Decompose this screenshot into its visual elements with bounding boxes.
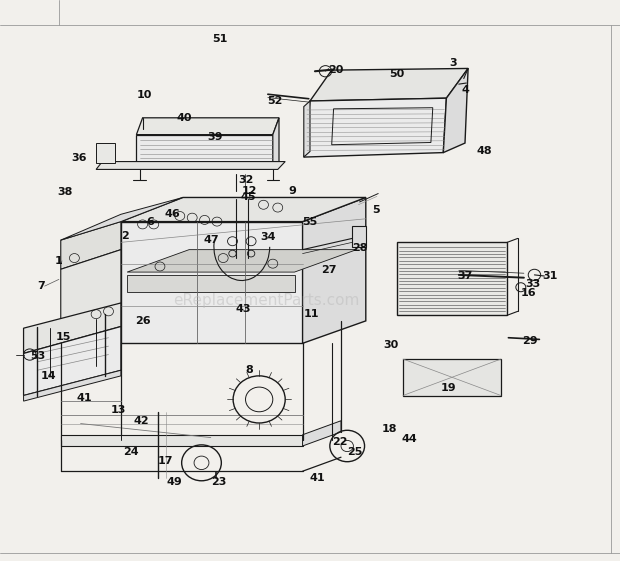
- Polygon shape: [273, 118, 279, 168]
- Polygon shape: [303, 421, 341, 446]
- Polygon shape: [303, 197, 366, 343]
- Text: 8: 8: [245, 365, 253, 375]
- Text: 41: 41: [310, 473, 326, 483]
- Polygon shape: [61, 222, 121, 269]
- Polygon shape: [443, 68, 468, 153]
- Polygon shape: [24, 327, 121, 396]
- Polygon shape: [304, 98, 446, 157]
- Text: eReplacementParts.com: eReplacementParts.com: [174, 293, 360, 307]
- Polygon shape: [310, 68, 468, 101]
- Text: 24: 24: [123, 447, 138, 457]
- Text: 26: 26: [135, 316, 151, 326]
- Polygon shape: [352, 226, 366, 247]
- Text: 42: 42: [133, 416, 149, 426]
- Text: 33: 33: [526, 279, 541, 289]
- Polygon shape: [61, 435, 303, 446]
- Text: 19: 19: [440, 383, 456, 393]
- Text: 7: 7: [37, 281, 45, 291]
- Text: 52: 52: [267, 96, 282, 106]
- Text: 31: 31: [542, 271, 558, 281]
- Text: 39: 39: [208, 132, 223, 142]
- Text: 29: 29: [522, 335, 538, 346]
- Polygon shape: [397, 242, 507, 315]
- Text: 11: 11: [304, 309, 319, 319]
- Text: 28: 28: [352, 243, 368, 253]
- Text: 16: 16: [521, 288, 536, 298]
- Text: 40: 40: [177, 113, 192, 123]
- Text: 36: 36: [71, 153, 87, 163]
- Text: 48: 48: [476, 146, 492, 157]
- Text: 51: 51: [212, 34, 228, 44]
- Text: 34: 34: [260, 232, 276, 242]
- Polygon shape: [96, 162, 285, 169]
- Text: 49: 49: [166, 477, 182, 488]
- Text: 12: 12: [242, 186, 257, 196]
- Text: 4: 4: [462, 85, 470, 95]
- Text: 46: 46: [164, 209, 180, 219]
- Text: 37: 37: [458, 271, 473, 281]
- Text: 53: 53: [30, 351, 45, 361]
- Polygon shape: [24, 303, 121, 353]
- Polygon shape: [127, 250, 356, 272]
- Polygon shape: [61, 197, 183, 240]
- Text: 55: 55: [303, 217, 318, 227]
- Polygon shape: [127, 275, 294, 292]
- Text: 3: 3: [450, 58, 457, 68]
- Polygon shape: [61, 250, 121, 343]
- Text: 47: 47: [203, 235, 219, 245]
- Polygon shape: [24, 370, 121, 401]
- Text: 30: 30: [383, 340, 399, 350]
- Text: 43: 43: [236, 304, 251, 314]
- Text: 25: 25: [347, 447, 363, 457]
- Text: 18: 18: [381, 424, 397, 434]
- Text: 41: 41: [76, 393, 92, 403]
- Polygon shape: [136, 118, 279, 135]
- Polygon shape: [136, 135, 273, 168]
- Text: 15: 15: [56, 332, 71, 342]
- Text: 13: 13: [110, 404, 126, 415]
- Polygon shape: [121, 222, 303, 343]
- Text: 9: 9: [288, 186, 296, 196]
- Text: 14: 14: [40, 371, 56, 381]
- Text: 22: 22: [332, 437, 347, 447]
- Text: 20: 20: [329, 65, 344, 75]
- Text: 1: 1: [55, 256, 62, 266]
- Text: 10: 10: [136, 90, 152, 100]
- Text: 5: 5: [372, 205, 379, 215]
- Text: 44: 44: [402, 434, 417, 444]
- Text: 50: 50: [389, 69, 405, 79]
- Text: 38: 38: [58, 187, 73, 197]
- Polygon shape: [304, 101, 310, 157]
- Polygon shape: [403, 359, 501, 396]
- Polygon shape: [96, 143, 115, 163]
- Text: 17: 17: [158, 456, 174, 466]
- Text: 27: 27: [321, 265, 337, 275]
- Text: 32: 32: [239, 174, 254, 185]
- Text: 6: 6: [146, 217, 154, 227]
- Text: 2: 2: [121, 231, 129, 241]
- Text: 23: 23: [211, 477, 226, 488]
- Text: 45: 45: [241, 192, 256, 203]
- Polygon shape: [121, 197, 366, 222]
